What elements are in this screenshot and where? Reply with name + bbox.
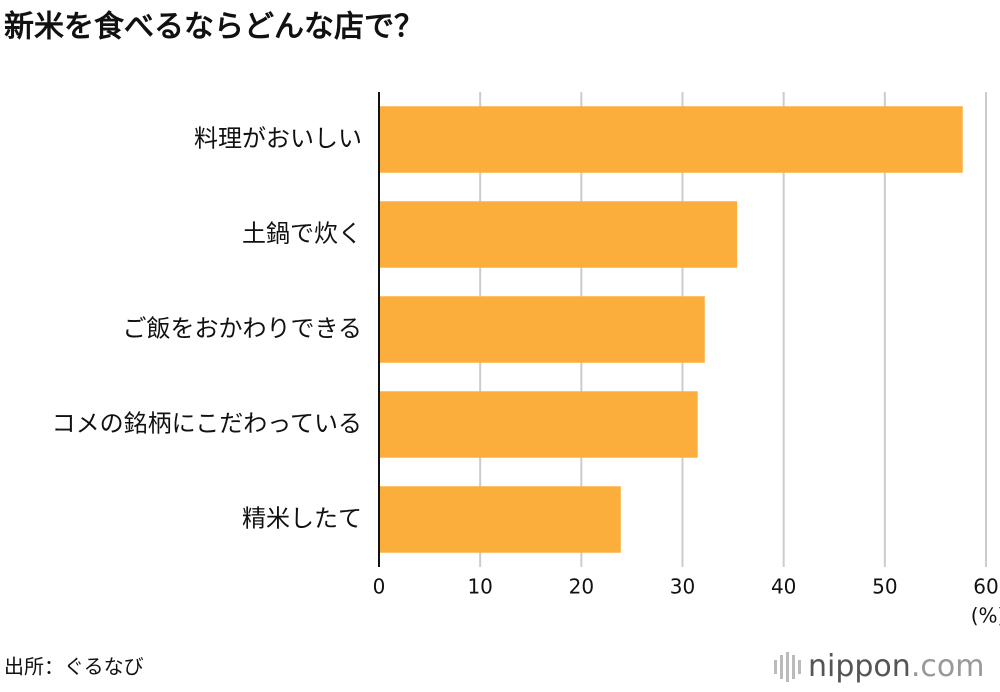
x-tick-label: 0 (373, 575, 386, 599)
x-tick-label: 30 (670, 575, 695, 599)
source: 出所：ぐるなび (4, 655, 144, 679)
bar (379, 106, 963, 173)
logo-tail: .com (911, 649, 985, 684)
chart-title: 新米を食べるならどんな店で？ (4, 10, 424, 45)
bar (379, 201, 738, 268)
x-tick-label: 20 (569, 575, 594, 599)
y-tick-label: ご飯をおかわりできる (122, 315, 362, 343)
logo-icon (774, 652, 801, 682)
x-axis-label: (%) (971, 604, 1000, 628)
y-tick-label: 料理がおいしい (194, 125, 362, 153)
x-tick-label: 50 (872, 575, 897, 599)
bar (379, 296, 705, 363)
x-tick-label: 60 (973, 575, 998, 599)
x-tick-label: 10 (467, 575, 492, 599)
logo: nippon.com (808, 649, 984, 684)
bar (379, 486, 621, 553)
logo-main: nippon (808, 649, 911, 684)
y-tick-label: コメの銘柄にこだわっている (52, 410, 362, 438)
bar (379, 391, 698, 458)
y-tick-label: 精米したて (242, 505, 362, 533)
y-tick-label: 土鍋で炊く (242, 220, 362, 248)
x-tick-label: 40 (771, 575, 796, 599)
